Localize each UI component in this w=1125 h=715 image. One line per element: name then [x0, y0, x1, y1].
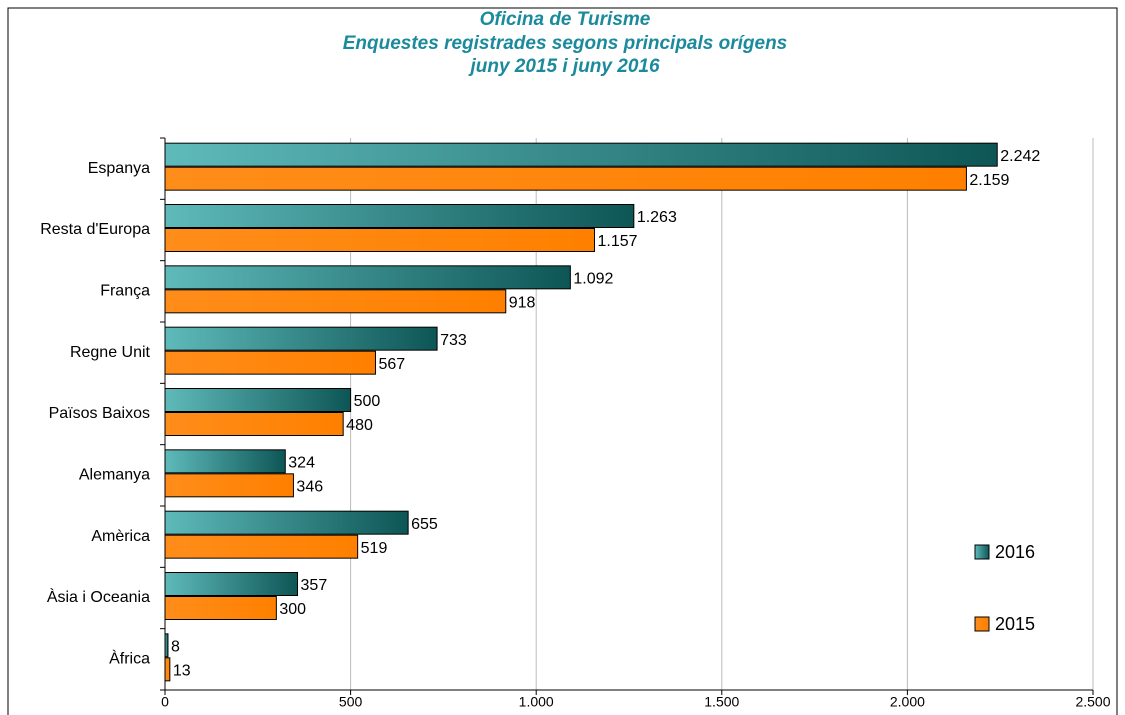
data-label: 13: [173, 663, 191, 680]
data-label: 1.157: [597, 233, 637, 250]
data-label: 567: [378, 356, 405, 373]
y-tick-label: Amèrica: [91, 528, 150, 545]
y-tick-label: França: [100, 283, 150, 300]
y-tick-label: Països Baixos: [49, 405, 150, 422]
legend-swatch: [974, 616, 990, 632]
data-label: 324: [288, 455, 315, 472]
bar: [164, 265, 571, 290]
data-label: 2.242: [1000, 148, 1040, 165]
data-label: 519: [361, 540, 388, 557]
bar: [164, 657, 171, 682]
bar: [164, 412, 344, 436]
bar: [164, 633, 169, 658]
data-label: 733: [440, 332, 467, 349]
data-label: 500: [354, 393, 381, 410]
data-label: 357: [301, 577, 328, 594]
legend-swatch: [974, 544, 990, 560]
bar: [164, 534, 359, 559]
chart-title: juny 2015 i juny 2016: [467, 56, 659, 77]
data-label: 655: [411, 516, 438, 533]
data-label: 1.263: [637, 209, 677, 226]
data-label: 346: [296, 479, 323, 496]
bar: [164, 449, 286, 474]
bar: [164, 388, 352, 412]
y-tick-label: Àsia i Oceania: [47, 587, 150, 606]
bar: [164, 326, 438, 351]
bar: [164, 289, 507, 314]
x-tick-label: 2.500: [1075, 694, 1110, 710]
data-label: 8: [171, 639, 180, 656]
y-tick-label: Espanya: [88, 160, 150, 177]
x-tick-label: 500: [339, 694, 363, 710]
data-label: 918: [509, 295, 536, 312]
legend-label: 2016: [995, 542, 1035, 562]
data-label: 480: [346, 417, 373, 434]
bar: [164, 204, 635, 228]
y-tick-label: Alemanya: [79, 467, 150, 484]
x-tick-label: 2.000: [890, 694, 925, 710]
y-tick-label: Àfrica: [109, 649, 150, 668]
bar: [164, 596, 277, 620]
data-label: 300: [279, 601, 306, 618]
x-tick-label: 1.000: [519, 694, 554, 710]
bar: [164, 166, 967, 191]
bar: [164, 142, 998, 167]
x-tick-label: 1.500: [704, 694, 739, 710]
bar: [164, 473, 294, 498]
data-label: 2.159: [969, 172, 1009, 189]
bar: [164, 510, 409, 535]
legend-label: 2015: [995, 614, 1035, 634]
bar: [164, 572, 299, 596]
data-label: 1.092: [573, 271, 613, 288]
chart-title: Oficina de Turisme: [480, 9, 651, 30]
y-tick-label: Regne Unit: [70, 344, 151, 361]
chart-title: Enquestes registrades segons principals …: [343, 33, 788, 54]
x-tick-label: 0: [161, 694, 169, 710]
bar: [164, 228, 595, 252]
y-tick-label: Resta d'Europa: [40, 221, 150, 238]
bar: [164, 350, 376, 375]
